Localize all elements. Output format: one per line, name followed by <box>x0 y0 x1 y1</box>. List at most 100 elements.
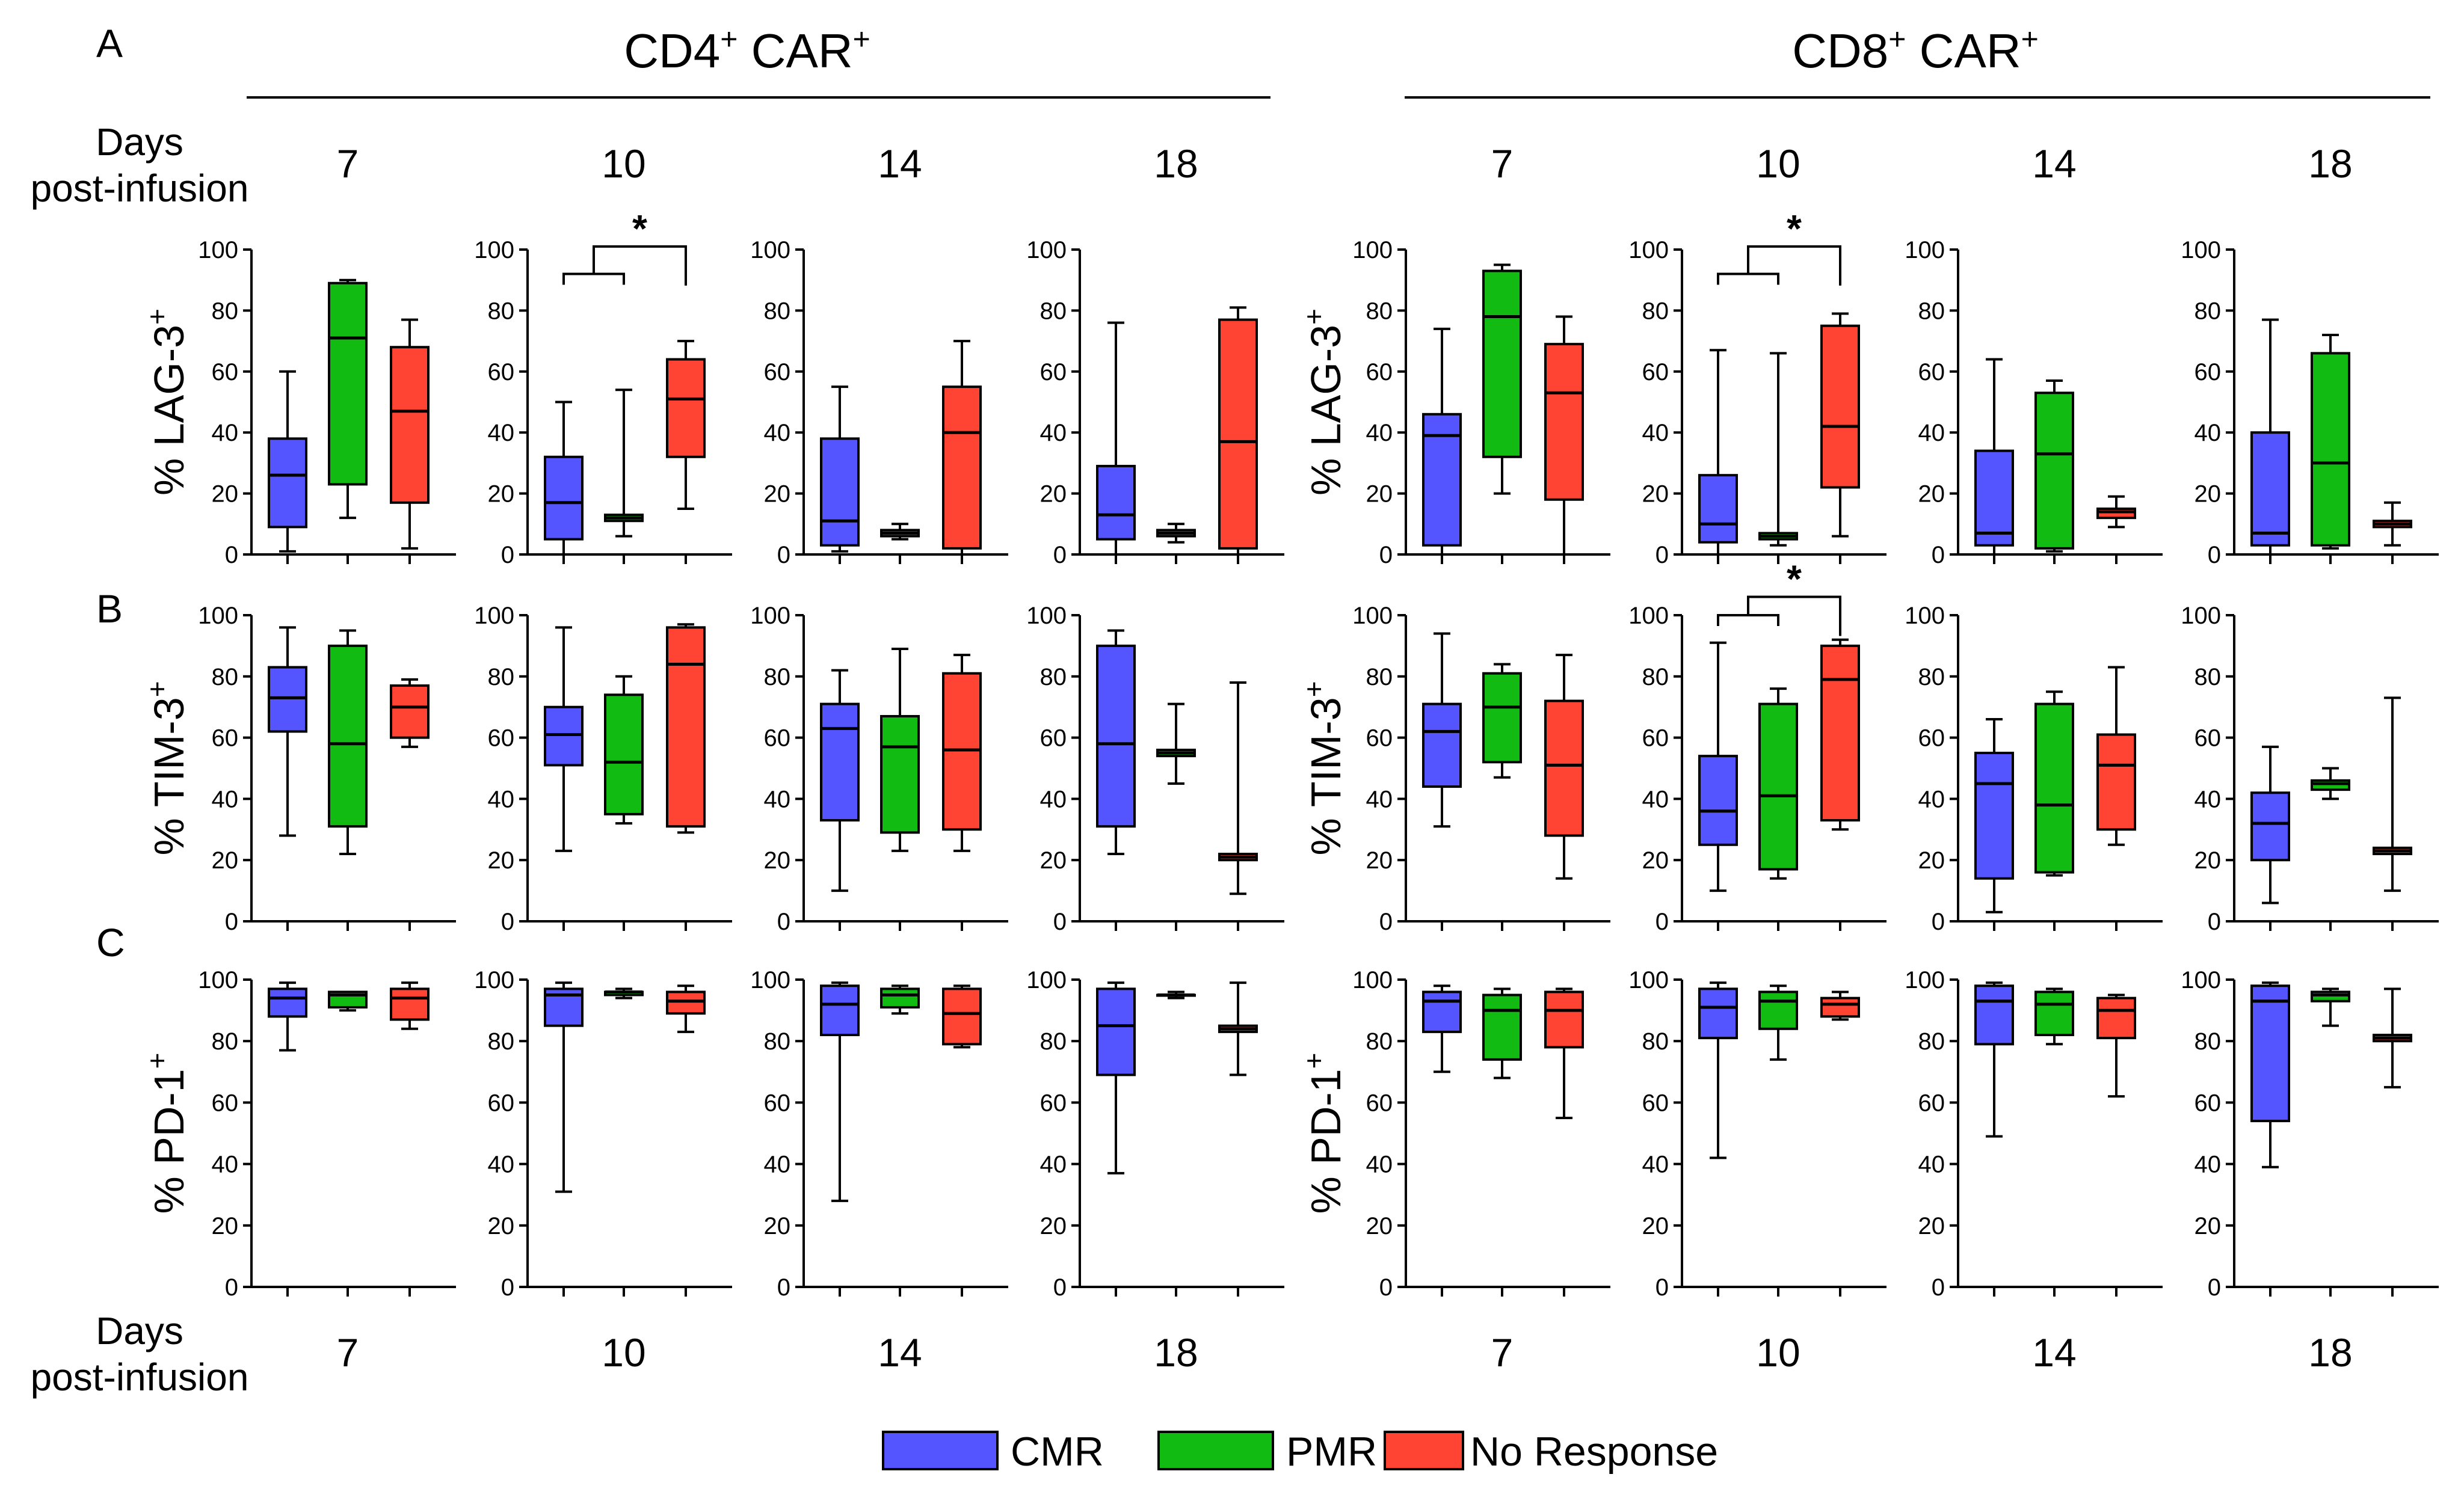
y-tick-label: 80 <box>1642 664 1669 690</box>
y-tick-label: 20 <box>1366 847 1393 874</box>
day-label-top-18: 18 <box>1154 141 1198 186</box>
legend-label-no-response: No Response <box>1470 1429 1718 1475</box>
y-tick-label: 40 <box>1642 786 1669 812</box>
y-tick-label: 80 <box>1642 298 1669 324</box>
y-tick-label: 20 <box>764 847 791 874</box>
ylabel-base: % TIM-3 <box>146 697 192 855</box>
panel-pd-1-cd8-day7: 0 20 40 60 80 100 <box>1352 967 1610 1301</box>
y-tick-label: 20 <box>764 1213 791 1239</box>
y-tick-label: 20 <box>488 481 515 508</box>
y-tick-label: 0 <box>1656 542 1669 568</box>
box-cmr <box>544 401 584 556</box>
y-tick-label: 80 <box>1040 298 1067 324</box>
box-no-response <box>1218 306 1258 556</box>
y-tick-label: 100 <box>2181 967 2221 993</box>
box-body <box>1422 990 1462 1033</box>
box-cmr <box>1698 349 1738 556</box>
y-tick-label: 60 <box>1366 359 1393 385</box>
y-tick-label: 0 <box>1932 1274 1945 1301</box>
box-body <box>2034 702 2074 874</box>
ylabel-base: % TIM-3 <box>1302 697 1349 855</box>
box-pmr <box>1482 263 1522 495</box>
day-label-bottom-10: 10 <box>1756 1330 1800 1375</box>
y-tick-label: 60 <box>488 359 515 385</box>
box-no-response <box>942 340 982 556</box>
ylabel-lag-3-cd8: % LAG-3+ <box>1298 309 1349 496</box>
box-no-response <box>1218 681 1258 895</box>
box-no-response <box>2373 696 2412 892</box>
box-pmr <box>880 984 920 1015</box>
group-title-cd4-sup1: + <box>720 22 738 56</box>
y-tick-label: 100 <box>198 967 238 993</box>
box-no-response <box>390 678 430 748</box>
group-title-cd4-base: CD4 <box>624 24 720 78</box>
significance-star: * <box>632 207 647 250</box>
box-pmr <box>1482 663 1522 779</box>
y-tick-label: 60 <box>212 725 239 752</box>
box-body <box>1974 984 2014 1046</box>
y-tick-label: 60 <box>488 725 515 752</box>
panel-tim-3-cd4-day7: 0 20 40 60 80 100 <box>198 603 456 935</box>
box-no-response <box>2096 495 2136 529</box>
y-tick-label: 100 <box>1905 237 1945 263</box>
box-body <box>1422 702 1462 788</box>
y-tick-label: 20 <box>212 481 239 508</box>
box-pmr <box>1156 523 1196 544</box>
ylabel-sup: + <box>1298 1052 1329 1069</box>
y-tick-label: 60 <box>1040 359 1067 385</box>
panel-tim-3-cd4-day14: 0 20 40 60 80 100 <box>750 603 1008 935</box>
y-tick-label: 80 <box>764 298 791 324</box>
box-body <box>604 693 644 815</box>
box-body <box>1544 343 1584 501</box>
y-tick-label: 40 <box>488 420 515 446</box>
box-no-response <box>942 654 982 852</box>
box-pmr <box>1482 987 1522 1079</box>
day-label-top-18: 18 <box>2308 141 2352 186</box>
box-body <box>2250 431 2290 547</box>
legend-swatch-no-response <box>1384 1431 1464 1470</box>
box-pmr <box>2034 379 2074 553</box>
box-body <box>2096 733 2136 831</box>
y-tick-label: 20 <box>212 847 239 874</box>
y-tick-label: 40 <box>764 786 791 812</box>
box-body <box>328 644 368 828</box>
box-body <box>1820 324 1860 489</box>
y-tick-label: 60 <box>212 1090 239 1116</box>
panel-lag-3-cd8-day10: 0 20 40 60 80 100 * <box>1628 207 1886 568</box>
box-no-response <box>390 318 430 550</box>
y-tick-label: 60 <box>1918 725 1945 752</box>
y-tick-label: 80 <box>2194 1028 2222 1055</box>
panel-pd-1-cd4-day7: 0 20 40 60 80 100 <box>198 967 456 1301</box>
y-tick-label: 40 <box>1918 420 1945 446</box>
legend-label-pmr: PMR <box>1286 1429 1377 1475</box>
box-body <box>880 714 920 834</box>
group-title-cd8: CD8+ CAR+ <box>1792 22 2039 78</box>
box-body <box>1758 990 1798 1030</box>
y-tick-label: 20 <box>1366 481 1393 508</box>
y-tick-label: 0 <box>225 542 238 568</box>
box-cmr <box>268 981 307 1052</box>
box-body <box>544 455 584 541</box>
y-tick-label: 100 <box>1352 237 1393 263</box>
box-body <box>1422 413 1462 547</box>
box-body <box>2311 779 2350 791</box>
y-tick-label: 100 <box>1026 603 1067 629</box>
group-title-cd4: CD4+ CAR+ <box>624 22 870 78</box>
box-body <box>2311 990 2350 1002</box>
y-tick-label: 100 <box>198 603 238 629</box>
y-tick-label: 40 <box>1366 1152 1393 1178</box>
y-tick-label: 20 <box>764 481 791 508</box>
box-cmr <box>820 981 860 1202</box>
y-tick-label: 0 <box>501 1274 514 1301</box>
y-tick-label: 100 <box>1628 237 1669 263</box>
panel-lag-3-cd4-day7: 0 20 40 60 80 100 <box>198 237 456 568</box>
panel-pd-1-cd4-day14: 0 20 40 60 80 100 <box>750 967 1008 1301</box>
y-tick-label: 100 <box>198 237 238 263</box>
y-tick-label: 20 <box>1918 1213 1945 1239</box>
significance-bracket: * <box>1717 557 1841 636</box>
box-cmr <box>1096 321 1136 556</box>
y-tick-label: 100 <box>474 603 514 629</box>
box-body <box>390 346 430 504</box>
box-body <box>666 990 706 1015</box>
panel-letter-b: B <box>96 586 123 631</box>
